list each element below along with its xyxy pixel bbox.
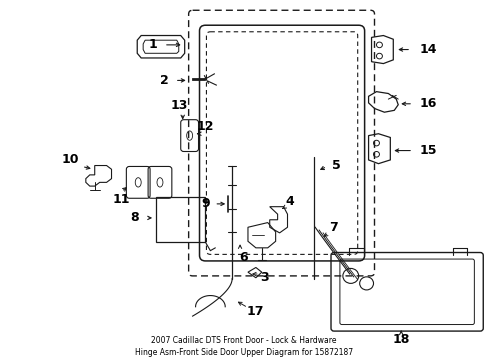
Text: 8: 8 (130, 211, 138, 224)
Bar (156, 197, 205, 242)
Text: 10: 10 (61, 153, 79, 166)
Text: 3: 3 (260, 271, 268, 284)
Text: 16: 16 (418, 97, 436, 110)
Text: 2007 Cadillac DTS Front Door - Lock & Hardware
Hinge Asm-Front Side Door Upper D: 2007 Cadillac DTS Front Door - Lock & Ha… (135, 336, 352, 356)
Text: 2: 2 (159, 74, 168, 87)
Text: 6: 6 (239, 251, 248, 264)
Text: 5: 5 (331, 159, 340, 172)
Text: 1: 1 (148, 39, 157, 51)
Text: 11: 11 (112, 193, 130, 206)
Text: 7: 7 (329, 221, 338, 234)
Text: 15: 15 (418, 144, 436, 157)
Text: 12: 12 (196, 120, 214, 133)
Text: 18: 18 (392, 333, 409, 346)
Text: 4: 4 (285, 194, 293, 208)
Text: 14: 14 (418, 43, 436, 56)
Text: 9: 9 (201, 197, 209, 210)
Text: 17: 17 (245, 305, 263, 318)
Text: 13: 13 (170, 99, 187, 112)
